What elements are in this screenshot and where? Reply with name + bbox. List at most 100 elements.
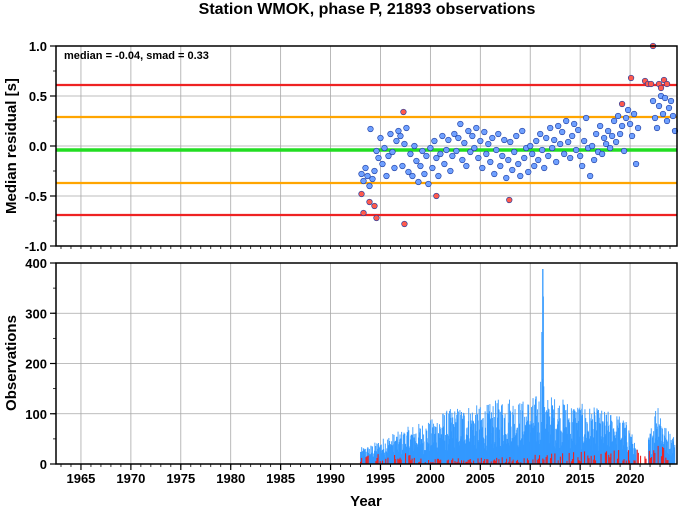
residual-point [557,140,564,148]
residual-point [403,124,410,132]
residual-point [567,154,574,162]
residual-point [547,124,554,132]
residual-point [605,127,612,135]
outlier-residual-point [371,202,378,210]
residual-point [593,130,600,138]
residual-point [561,150,568,158]
residual-point [579,162,586,170]
residual-point [389,148,396,156]
residual-point [417,162,424,170]
residual-point [449,152,456,160]
residual-point [451,130,458,138]
residual-point [521,154,528,162]
residual-point [391,164,398,172]
residual-point [507,138,514,146]
residual-point [541,164,548,172]
residual-point [397,132,404,140]
residual-point [393,137,400,145]
residual-point [481,128,488,136]
residual-point [485,140,492,148]
residual-point [539,146,546,154]
residual-point [457,120,464,128]
residual-point [601,134,608,142]
residual-point [415,178,422,186]
residual-point [603,140,610,148]
residual-point [495,130,502,138]
x-tick-label: 2010 [516,471,545,486]
residual-point [471,144,478,152]
residual-point [491,170,498,178]
residual-point [628,132,636,140]
residual-point [655,102,663,110]
outlier-residual-point [400,108,407,116]
residual-point [559,128,566,136]
residual-point [362,164,369,172]
residual-point [549,144,556,152]
residual-point [653,124,661,132]
residual-point [509,166,516,174]
residual-point [405,168,412,176]
residual-point [589,142,596,150]
x-tick-label: 1980 [216,471,245,486]
residual-y-tick-label: -0.5 [25,189,47,204]
observations-y-label: Observations [3,315,20,411]
residual-point [630,110,638,118]
residual-point [465,127,472,135]
residual-point [385,152,392,160]
x-tick-label: 2020 [616,471,645,486]
residual-reference-lines [56,83,677,217]
residual-point [431,137,438,145]
residual-y-label: Median residual [s] [3,78,20,214]
residual-point [659,110,667,118]
residual-point [537,130,544,138]
residual-point [651,114,659,122]
residual-point [483,150,490,158]
residual-point [573,146,580,154]
residual-point [377,134,384,142]
x-tick-label: 1965 [66,471,95,486]
residual-point [455,134,462,142]
residual-point [555,122,562,130]
outlier-residual-point [433,192,440,200]
outlier-residual-point [506,196,513,204]
outlier-residual-point [401,220,408,228]
residual-point [364,172,371,180]
residual-point [611,117,618,125]
residual-point [419,147,426,155]
residual-panel: -1.0 -0.5 0.0 0.5 1.0 median = -0.04, smad =… [3,39,678,254]
x-tick-label: 2000 [416,471,445,486]
residual-point [501,136,508,144]
residual-point [599,150,606,158]
residual-point [407,150,414,158]
outlier-residual-point [366,198,373,206]
residual-point [479,164,486,172]
x-tick-label: 1975 [166,471,195,486]
observations-y-tick-label: 200 [25,357,47,372]
residual-point [632,160,640,168]
residual-point [379,160,386,168]
residual-points [358,42,678,228]
residual-point [441,160,448,168]
residual-point [616,130,624,138]
x-axis-label: Year [350,493,382,510]
residual-point [571,120,578,128]
outlier-residual-point [663,80,671,88]
residual-point [413,157,420,165]
residual-point [505,156,512,164]
residual-point [499,152,506,160]
residual-y-ticks: -1.0 -0.5 0.0 0.5 1.0 [25,39,56,254]
residual-point [525,168,532,176]
residual-point [473,124,480,132]
outlier-residual-point [360,209,367,217]
residual-point [614,112,622,120]
outlier-residual-point [373,214,380,222]
residual-point [369,175,376,183]
residual-point [519,127,526,135]
residual-point [634,124,642,132]
residual-point [435,172,442,180]
residual-point [620,147,628,155]
residual-point [469,132,476,140]
residual-point [409,172,416,180]
residual-point [375,154,382,162]
residual-point [433,154,440,162]
